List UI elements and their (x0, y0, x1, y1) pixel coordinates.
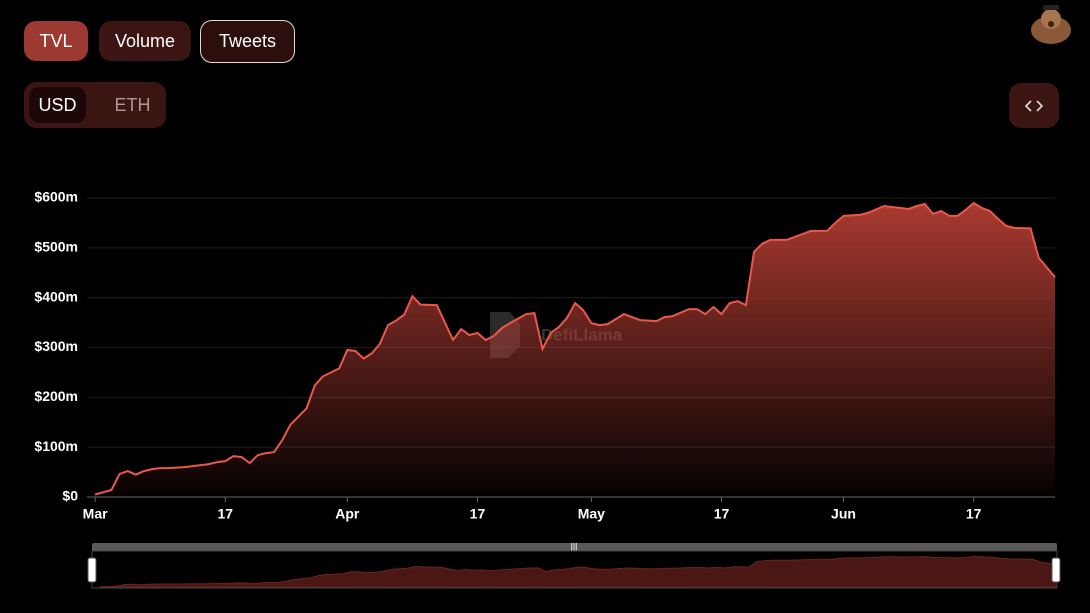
eth-tab[interactable]: ETH (114, 94, 151, 115)
x-tick-label: May (578, 506, 605, 522)
x-tick-label: 17 (470, 506, 486, 522)
y-tick-label: $500m (34, 239, 78, 255)
tvl-tab[interactable]: TVL (24, 21, 88, 61)
tweets-tab[interactable]: Tweets (200, 20, 295, 63)
brush-handle-left[interactable] (87, 557, 97, 583)
brush-area (99, 555, 1058, 588)
avatar[interactable] (1028, 2, 1074, 48)
y-tick-label: $400m (34, 288, 78, 304)
usd-tab[interactable]: USD (29, 87, 86, 123)
x-tick-label: Mar (83, 506, 108, 522)
x-tick-label: 17 (217, 506, 233, 522)
y-tick-label: $300m (34, 338, 78, 354)
volume-tab[interactable]: Volume (99, 21, 191, 61)
embed-button[interactable] (1009, 83, 1059, 128)
x-tick-label: 17 (714, 506, 730, 522)
y-tick-label: $100m (34, 438, 78, 454)
embed-icon (1024, 99, 1044, 112)
y-tick-label: $200m (34, 388, 78, 404)
y-tick-label: $0 (62, 488, 78, 504)
x-tick-label: Jun (831, 506, 856, 522)
brush-grip[interactable]: ||| (571, 542, 578, 551)
x-tick-label: Apr (335, 506, 360, 522)
area-fill (95, 203, 1056, 497)
brush-bar[interactable] (92, 543, 1057, 551)
brush-handle-right[interactable] (1051, 557, 1061, 583)
area-line (94, 201, 1056, 496)
x-tick-label: 17 (966, 506, 982, 522)
y-tick-label: $600m (34, 189, 78, 205)
